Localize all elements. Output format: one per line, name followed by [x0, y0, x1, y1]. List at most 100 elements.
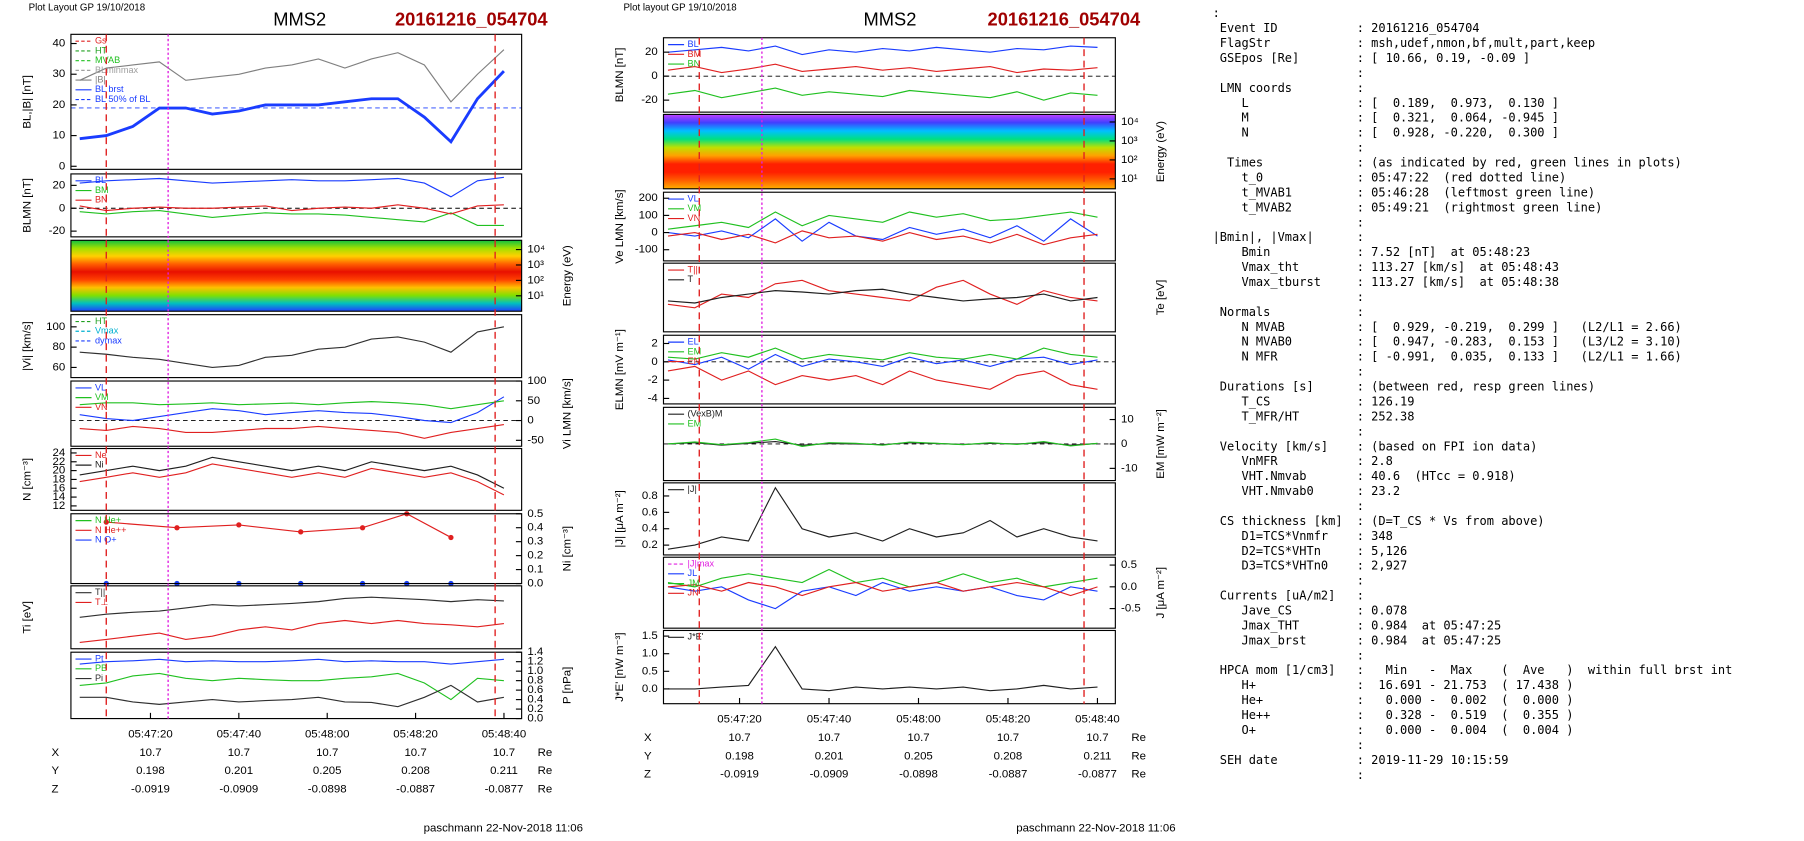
data-point: [236, 522, 242, 528]
y-tick-label: 22: [52, 456, 65, 468]
info-key: t_MVAB1: [1213, 185, 1292, 199]
panel-frame: [70, 447, 523, 511]
ephemeris-value: 10.7: [139, 747, 161, 759]
series-line: [79, 672, 504, 701]
info-key: Jmax_THT: [1213, 618, 1300, 632]
ephemeris-value: 10.7: [404, 747, 426, 759]
y-tick-label: 0.0: [527, 578, 543, 590]
series-line: [79, 400, 504, 410]
info-key: LMN coords: [1213, 81, 1292, 95]
legend-entry: VL: [95, 382, 106, 392]
info-key: D3=TCS*VHTn0: [1213, 559, 1329, 573]
info-key: VHT.Nmvab: [1213, 469, 1307, 483]
y-tick-label: 0.6: [527, 684, 543, 696]
info-key: He+: [1213, 693, 1264, 707]
info-key: VnMFR: [1213, 454, 1279, 468]
footer: paschmann 22-Nov-2018 11:06: [1016, 822, 1175, 834]
info-key: HPCA mom [1/cm3]: [1213, 663, 1336, 677]
x-tick-label: 05:48:40: [1075, 714, 1120, 726]
y-axis-label: Energy (eV): [561, 245, 573, 306]
x-tick-label: 05:48:20: [393, 729, 438, 741]
legend-entry: J*E': [688, 632, 704, 642]
y-tick-label: 0.0: [527, 713, 543, 725]
y-axis-label: |J| [μA m⁻²]: [614, 490, 626, 547]
legend-entry: EM: [688, 346, 702, 356]
info-key: SEH date: [1213, 753, 1278, 767]
plot-title: MMS2: [273, 8, 326, 29]
ephemeris-value: -0.0919: [720, 769, 759, 781]
ephemeris-value: 0.211: [1084, 750, 1112, 762]
series-line: [667, 288, 1098, 304]
ephemeris-value: -0.0877: [1078, 769, 1117, 781]
y-tick-label: 0.8: [642, 490, 658, 502]
x-tick-label: 05:47:40: [217, 729, 262, 741]
y-tick-label: 0.1: [527, 564, 543, 576]
y-tick-label: 1.0: [642, 648, 658, 660]
info-key: CS thickness [km]: [1213, 514, 1343, 528]
y-tick-label: 0: [651, 70, 657, 82]
info-key: Jave_CS: [1213, 604, 1292, 618]
panel-frame: [662, 482, 1116, 556]
y-tick-label: 10¹: [1121, 173, 1138, 185]
info-key: L: [1213, 96, 1249, 110]
ephemeris-value: -0.0919: [131, 784, 170, 796]
legend-label: HT: [95, 45, 108, 55]
y-tick-label: 20: [52, 99, 65, 111]
ephemeris-value: 0.208: [994, 750, 1023, 762]
info-value: : (as indicated by red, green lines in p…: [1357, 156, 1682, 170]
info-key: Currents [uA/m2]: [1213, 589, 1336, 603]
info-value: : 113.27 [km/s] at 05:48:38: [1357, 275, 1559, 289]
ephemeris-value: -0.0887: [989, 769, 1028, 781]
y-tick-label: 10⁴: [1121, 116, 1139, 128]
info-key: Bmin: [1213, 245, 1271, 259]
legend-entry: Pi: [95, 673, 103, 683]
x-tick-label: 05:47:20: [128, 729, 173, 741]
series-line: [79, 204, 504, 215]
info-key: Vmax_tburst: [1213, 275, 1321, 289]
ephemeris-name: Y: [51, 765, 59, 777]
legend-label: dymax: [95, 335, 122, 345]
info-value: : msh,udef,nmon,bf,mult,part,keep: [1357, 36, 1595, 50]
series-line: [667, 581, 1098, 597]
info-value: : [ -0.991, 0.035, 0.133 ] (L2/L1 = 1.66…: [1357, 350, 1682, 364]
ephemeris-value: 0.201: [815, 750, 844, 762]
info-value: :: [1357, 66, 1364, 80]
info-key: VHT.Nmvab0: [1213, 484, 1314, 498]
series-line: [667, 87, 1098, 101]
y-tick-label: -0.5: [1121, 603, 1141, 615]
data-point: [174, 525, 180, 531]
y-tick-label: 10²: [1121, 154, 1138, 166]
info-key: D1=TCS*Vnmfr: [1213, 529, 1329, 543]
info-value: : 7.52 [nT] at 05:48:23: [1357, 245, 1530, 259]
y-axis-label: J*E' [nW m⁻³]: [614, 632, 626, 701]
info-value: : 113.27 [km/s] at 05:48:43: [1357, 260, 1559, 274]
legend-entry: T||: [95, 587, 105, 597]
legend-entry: VL: [688, 194, 699, 204]
y-axis-label: Ve LMN [km/s]: [614, 189, 626, 263]
y-tick-label: 40: [52, 38, 65, 50]
y-axis-label: Energy (eV): [1155, 121, 1167, 182]
legend-entry: BL: [95, 175, 106, 185]
y-axis-label: Te [eV]: [1155, 280, 1167, 316]
y-tick-label: 10¹: [527, 290, 544, 302]
y-tick-label: 1.4: [527, 646, 544, 658]
event-id: 20161216_054704: [988, 8, 1141, 29]
ephemeris-value: 10.7: [728, 732, 750, 744]
ephemeris-value: 0.201: [225, 765, 254, 777]
info-value: : 2019-11-29 10:15:59: [1357, 753, 1509, 767]
info-value: :: [1357, 499, 1364, 513]
legend-entry: (VexB)M: [688, 409, 723, 419]
x-tick-label: 05:48:40: [482, 729, 527, 741]
y-axis-label: BLMN [nT]: [614, 48, 626, 103]
info-value: : 2,927: [1357, 559, 1408, 573]
y-tick-label: 0.5: [1121, 559, 1137, 571]
info-value: : 2.8: [1357, 454, 1393, 468]
ephemeris-unit: Re: [1131, 769, 1146, 781]
legend-label: MVAB: [95, 55, 120, 65]
data-point: [103, 519, 109, 525]
series-line: [79, 209, 504, 226]
ephemeris-name: Y: [644, 750, 652, 762]
y-tick-label: 60: [52, 361, 65, 373]
info-value: : [ 0.929, -0.219, 0.299 ] (L2/L1 = 2.66…: [1357, 320, 1682, 334]
info-value: : [ 0.321, 0.064, -0.945 ]: [1357, 111, 1559, 125]
